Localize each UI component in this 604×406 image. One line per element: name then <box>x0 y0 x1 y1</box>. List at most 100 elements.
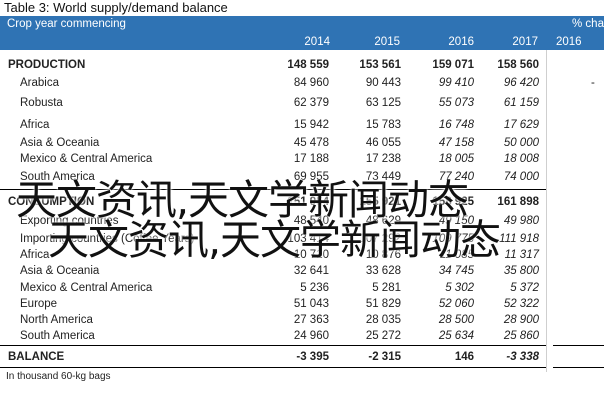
production-total-2015: 153 561 <box>359 59 401 71</box>
watermark-text: 天文资讯,天文学新闻动态 <box>16 176 469 224</box>
cell-2017: 111 918 <box>499 233 539 245</box>
row-label: Asia & Oceania <box>20 137 100 149</box>
table-row: South America 69 955 73 449 77 240 74 00… <box>0 168 604 186</box>
cell-2017: 61 159 <box>503 97 539 109</box>
cell-2014: 62 379 <box>293 97 329 109</box>
cell-2015: 25 272 <box>365 330 401 342</box>
row-label: Africa <box>20 119 50 131</box>
cell-2014: 5 236 <box>300 282 329 294</box>
consumption-total-2016: 158 925 <box>432 196 474 208</box>
table-row: Asia & Oceania 45 478 46 055 47 158 50 0… <box>0 134 604 152</box>
cell-2017: 17 629 <box>503 119 539 131</box>
row-label: Exporting countries <box>20 215 119 227</box>
section-divider-right <box>553 345 604 346</box>
cell-2016: 16 748 <box>438 119 474 131</box>
cell-2014: 32 641 <box>293 265 329 277</box>
cell-2014: 45 478 <box>293 137 329 149</box>
cell-2016: 25 634 <box>438 330 474 342</box>
cell-2015: 10 876 <box>365 249 401 261</box>
cell-2015: 63 125 <box>365 97 401 109</box>
cell-2016: 18 005 <box>438 153 474 165</box>
table-title: Table 3: World supply/demand balance <box>4 0 228 15</box>
row-label: Mexico & Central America <box>20 282 153 294</box>
header-pct-label: % chang <box>572 18 604 30</box>
cell-2016: 49 150 <box>438 215 474 227</box>
consumption-total-2015: 155 921 <box>359 196 401 208</box>
row-label: Europe <box>20 298 58 310</box>
header-year-2017: 2017 <box>512 36 538 48</box>
balance-row: BALANCE -3 395 -2 315 146 -3 338 <box>0 348 604 366</box>
header-year-2014: 2014 <box>304 36 330 48</box>
section-divider <box>0 345 546 346</box>
cell-2014: 24 960 <box>293 330 329 342</box>
cell-2014: 48 540 <box>293 215 329 227</box>
row-label: Asia & Oceania <box>20 265 100 277</box>
cell-2014: 15 942 <box>293 119 329 131</box>
cell-2016: 28 500 <box>438 314 474 326</box>
cell-2016: 5 302 <box>445 282 474 294</box>
cell-2015: 51 829 <box>365 298 401 310</box>
cell-2014: 10 710 <box>293 249 329 261</box>
header-year-2015: 2015 <box>374 36 400 48</box>
cell-2017: 96 420 <box>503 77 539 89</box>
table-row: Africa 15 942 15 783 16 748 17 629 <box>0 116 604 134</box>
row-label: South America <box>20 330 95 342</box>
balance-2017: -3 338 <box>506 351 539 363</box>
balance-2014: -3 395 <box>296 351 329 363</box>
row-label: Mexico & Central America <box>20 153 153 165</box>
cell-2014: 84 960 <box>293 77 329 89</box>
table-row: South America 24 960 25 272 25 634 25 86… <box>0 327 604 345</box>
consumption-label: CONSUMPTION <box>8 196 95 208</box>
table-row: Europe 51 043 51 829 52 060 52 322 <box>0 295 604 313</box>
balance-2015: -2 315 <box>368 351 401 363</box>
table-row: Africa 10 710 10 876 11 085 11 317 <box>0 246 604 264</box>
watermark-text: 天文资讯,天文学新闻动态 <box>48 216 501 264</box>
footnote: In thousand 60-kg bags <box>6 371 111 382</box>
cell-2016: 52 060 <box>438 298 474 310</box>
cell-2017: 74 000 <box>503 171 539 183</box>
table-header: Crop year commencing % chang 2014 2015 2… <box>0 16 604 50</box>
cell-2015: 17 238 <box>365 153 401 165</box>
cell-2016: 34 745 <box>438 265 474 277</box>
consumption-total-row: CONSUMPTION 151 954 155 921 158 925 161 … <box>0 193 604 211</box>
cell-2016: 47 158 <box>438 137 474 149</box>
cell-2015: 48 629 <box>365 215 401 227</box>
consumption-total-2017: 161 898 <box>497 196 539 208</box>
row-label: South America <box>20 171 95 183</box>
table-row: Exporting countries 48 540 48 629 49 150… <box>0 212 604 230</box>
cell-2016: 11 085 <box>439 249 474 261</box>
cell-2015: 46 055 <box>365 137 401 149</box>
table-bottom-rule-right <box>553 367 604 368</box>
row-label: North America <box>20 314 93 326</box>
consumption-total-2014: 151 954 <box>287 196 329 208</box>
cell-2014: 17 188 <box>293 153 329 165</box>
production-total-2014: 148 559 <box>287 59 329 71</box>
table-row: Importing countries (Coffee Years) 103 4… <box>0 230 604 248</box>
production-label: PRODUCTION <box>8 59 86 71</box>
cell-2015: 107 292 <box>359 233 401 245</box>
table-row: Mexico & Central America 17 188 17 238 1… <box>0 150 604 168</box>
production-total-row: PRODUCTION 148 559 153 561 159 071 158 5… <box>0 56 604 74</box>
cell-2015: 73 449 <box>365 171 401 183</box>
table-row: North America 27 363 28 035 28 500 28 90… <box>0 311 604 329</box>
row-label: Africa <box>20 249 50 261</box>
table-bottom-rule <box>0 367 546 368</box>
cell-2015: 5 281 <box>372 282 401 294</box>
header-year-2016: 2016 <box>448 36 474 48</box>
cell-pct: - <box>591 77 595 89</box>
cell-2017: 5 372 <box>510 282 539 294</box>
row-label: Robusta <box>20 97 63 109</box>
table-row: Robusta 62 379 63 125 55 073 61 159 <box>0 94 604 112</box>
balance-2016: 146 <box>454 351 474 363</box>
header-subtitle: Crop year commencing <box>7 18 126 30</box>
column-divider <box>546 50 547 372</box>
cell-2015: 90 443 <box>365 77 401 89</box>
cell-2016: 99 410 <box>438 77 474 89</box>
cell-2016: 77 240 <box>438 171 474 183</box>
row-label: Arabica <box>20 77 59 89</box>
production-total-2016: 159 071 <box>432 59 474 71</box>
balance-label: BALANCE <box>8 351 65 363</box>
cell-2014: 51 043 <box>293 298 329 310</box>
cell-2017: 25 860 <box>503 330 539 342</box>
cell-2017: 28 900 <box>503 314 539 326</box>
